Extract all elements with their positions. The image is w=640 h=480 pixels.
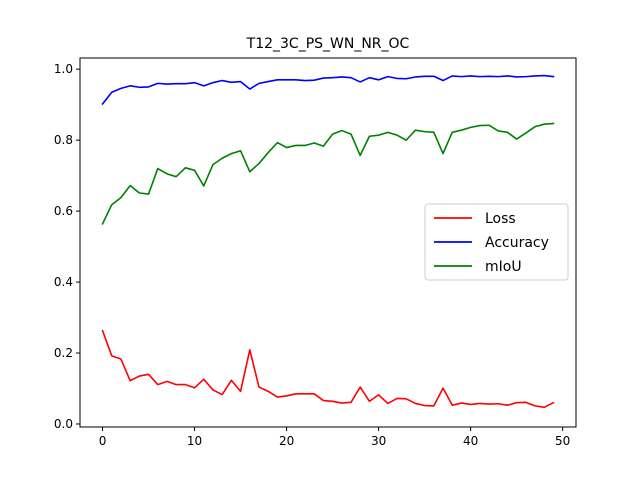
legend-label-loss: Loss [485,211,516,227]
x-tick-label: 0 [99,434,107,448]
series-line-miou [101,122,555,225]
legend-box [424,203,569,281]
plot-frame [79,57,577,428]
axes-layer: 0 10 20 30 40 50 0.0 0.2 0.4 0.6 0.8 1.0 [54,57,577,448]
series-layer [101,74,555,409]
series-line-loss [101,329,555,409]
series-line-accuracy [101,74,555,106]
y-tick-label: 0.0 [54,417,73,431]
x-tick-label: 40 [463,434,478,448]
y-tick-label: 0.8 [54,133,73,147]
legend-label-accuracy: Accuracy [485,235,549,251]
x-tick-label: 50 [555,434,570,448]
x-tick-label: 20 [279,434,294,448]
y-tick-label: 0.4 [54,275,73,289]
x-tick-label: 30 [371,434,386,448]
y-tick-label: 0.6 [54,204,73,218]
legend: Loss Accuracy mIoU [424,203,569,281]
legend-label-miou: mIoU [485,259,522,275]
chart-title: T12_3C_PS_WN_NR_OC [246,36,410,52]
y-tick-label: 1.0 [54,62,73,76]
x-tick-label: 10 [187,434,202,448]
y-tick-label: 0.2 [54,346,73,360]
